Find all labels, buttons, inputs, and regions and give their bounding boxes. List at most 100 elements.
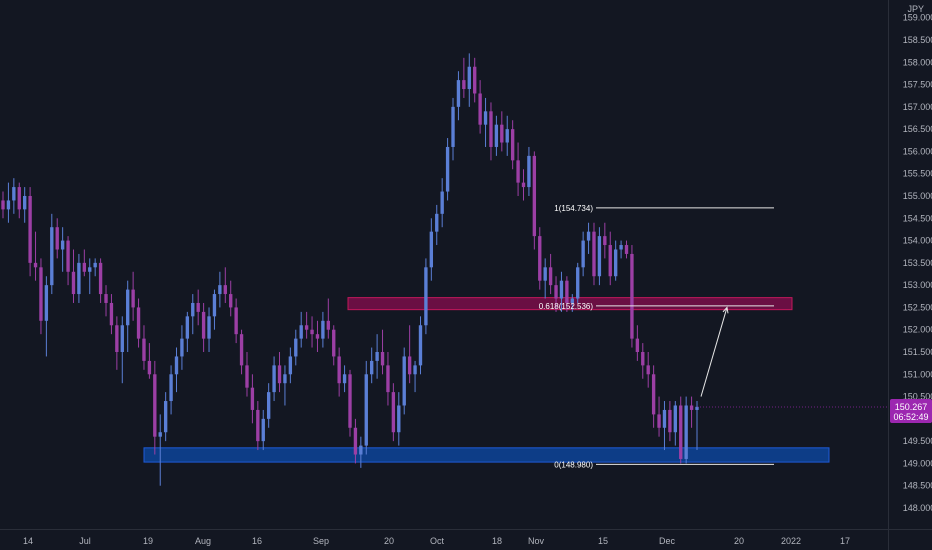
- candle-body: [619, 245, 623, 250]
- price-tick-label: 151.000: [903, 369, 932, 379]
- candle-body: [39, 267, 43, 321]
- candle-body: [115, 325, 119, 352]
- candle-body: [527, 155, 531, 188]
- candle-body: [283, 374, 287, 384]
- candle-body: [646, 365, 650, 375]
- price-tick-label: 155.500: [903, 169, 932, 179]
- price-tick-label: 157.500: [903, 80, 932, 90]
- price-axis[interactable]: 148.000148.500149.000149.500150.000150.5…: [903, 13, 932, 513]
- candle-body: [163, 401, 168, 433]
- candle-body: [348, 374, 352, 428]
- fib-level-label: 1(154.734): [554, 204, 593, 213]
- candle-body: [272, 365, 276, 393]
- candle-body: [554, 285, 558, 299]
- price-tick-label: 152.500: [903, 302, 932, 312]
- candle-body: [516, 160, 520, 183]
- price-tick-label: 149.500: [903, 436, 932, 446]
- candle-body: [424, 267, 428, 326]
- candle-body: [613, 249, 618, 277]
- candle-body: [570, 298, 574, 303]
- candle-body: [505, 129, 509, 143]
- candle-body: [662, 409, 667, 428]
- candle-body: [510, 129, 515, 161]
- candle-body: [489, 111, 493, 147]
- time-tick-label: 17: [840, 536, 850, 546]
- candle-body: [635, 338, 640, 352]
- candle-body: [104, 294, 108, 303]
- candle-body: [131, 289, 135, 308]
- candle-body: [109, 302, 114, 326]
- candle-body: [218, 285, 222, 295]
- price-tick-label: 156.000: [903, 146, 932, 156]
- candle-body: [321, 320, 325, 339]
- price-tick-label: 148.000: [903, 503, 932, 513]
- time-axis[interactable]: 14 Jul 19 Aug 16 Sep 20 Oct 18 Nov 15 Dec 20 2022 17: [23, 536, 850, 546]
- candle-body: [142, 338, 146, 361]
- candle-body: [559, 280, 564, 299]
- candle-body: [310, 329, 314, 335]
- time-tick-label: Aug: [195, 536, 211, 546]
- candle-body: [294, 338, 298, 357]
- candle-body: [261, 418, 265, 442]
- time-tick-label: 14: [23, 536, 33, 546]
- candle-body: [169, 374, 173, 402]
- candle-body: [136, 307, 141, 339]
- candle-body: [478, 93, 482, 125]
- candle-body: [153, 374, 157, 437]
- price-tick-label: 159.000: [903, 13, 932, 23]
- candle-body: [212, 294, 217, 317]
- candle-body: [304, 325, 309, 330]
- candle-body: [174, 356, 179, 375]
- candle-body: [651, 374, 656, 415]
- price-tick-label: 156.500: [903, 124, 932, 134]
- price-tick-label: 158.500: [903, 35, 932, 45]
- price-tick-label: 154.000: [903, 236, 932, 246]
- resistance-zone: [347, 297, 793, 311]
- time-tick-label: 20: [384, 536, 394, 546]
- candle-body: [185, 316, 190, 339]
- candle-body: [88, 267, 92, 272]
- candle-body: [98, 262, 103, 295]
- current-price-badge: [890, 398, 932, 423]
- time-tick-label: Dec: [659, 536, 676, 546]
- candle-body: [315, 334, 320, 339]
- projection-arrow-line: [700, 307, 728, 397]
- candle-body: [353, 427, 358, 455]
- candle-body: [467, 66, 471, 90]
- price-tick-label: 153.500: [903, 258, 932, 268]
- candle-body: [576, 267, 580, 299]
- candle-body: [256, 409, 260, 442]
- support-zone: [143, 447, 830, 463]
- candle-body: [77, 262, 81, 295]
- candle-body: [229, 294, 233, 308]
- time-tick-label: Sep: [313, 536, 329, 546]
- candle-body: [445, 146, 450, 192]
- candle-body: [586, 231, 591, 241]
- price-tick-label: 148.500: [903, 481, 932, 491]
- price-tick-label: 157.000: [903, 102, 932, 112]
- candle-body: [191, 302, 195, 317]
- price-tick-label: 153.000: [903, 280, 932, 290]
- candle-body: [55, 227, 59, 250]
- current-price-countdown: 06:52:49: [893, 412, 928, 422]
- candle-body: [603, 236, 607, 246]
- candle-body: [462, 80, 466, 90]
- candle-body: [239, 334, 244, 366]
- candle-body: [12, 187, 16, 201]
- candle-body: [435, 213, 439, 232]
- candle-body: [630, 253, 634, 339]
- candle-body: [234, 307, 238, 335]
- candle-body: [332, 329, 336, 357]
- candle-body: [364, 374, 368, 446]
- time-tick-label: 15: [598, 536, 608, 546]
- candle-body: [370, 360, 374, 375]
- candle-body: [6, 200, 11, 210]
- candle-body: [359, 445, 363, 455]
- candle-body: [483, 111, 488, 125]
- candle-body: [673, 405, 677, 433]
- candle-body: [538, 236, 542, 281]
- candle-body: [266, 392, 271, 419]
- candle-body: [299, 325, 303, 339]
